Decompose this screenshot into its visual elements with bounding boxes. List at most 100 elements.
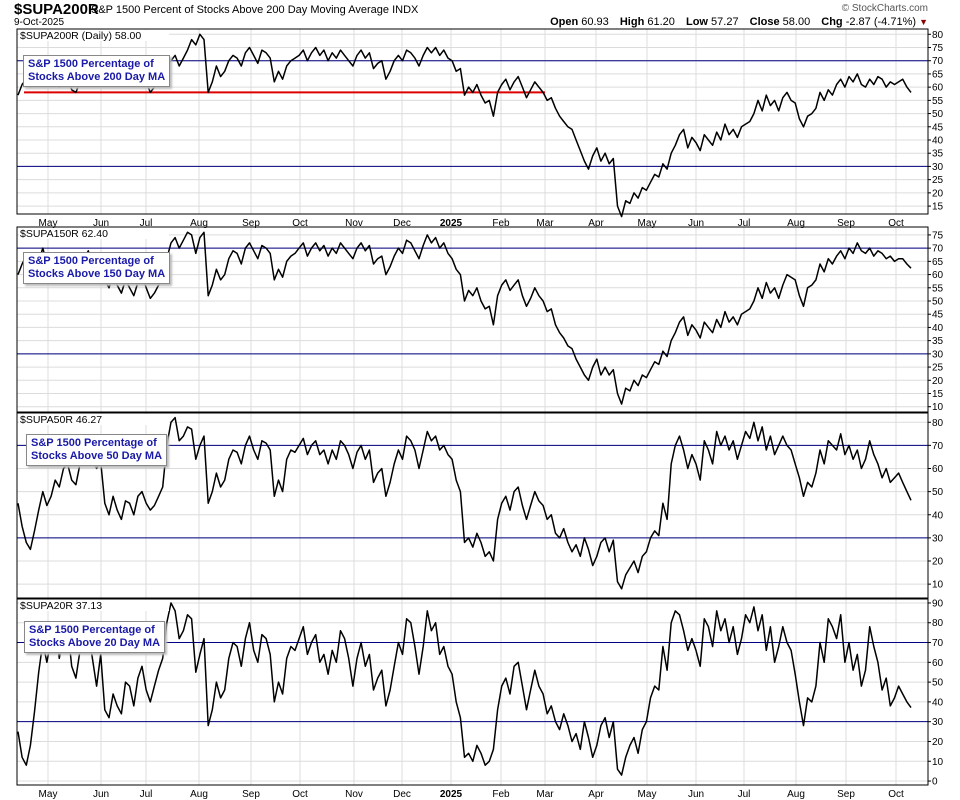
close-value: 58.00 — [782, 16, 811, 28]
description-text: S&P 1500 Percent of Stocks Above 200 Day… — [91, 4, 390, 16]
y-tick-label: 25 — [932, 175, 944, 186]
y-tick-label: 15 — [932, 202, 944, 213]
y-tick-label: 15 — [932, 389, 944, 400]
x-tick-label: Sep — [242, 789, 260, 800]
x-tick-label: Jun — [93, 218, 109, 229]
x-tick-label: 2025 — [440, 789, 463, 800]
panel-label-bg — [19, 414, 169, 425]
legend-box-4: S&P 1500 Percentage of Stocks Above 20 D… — [24, 621, 166, 653]
y-tick-label: 70 — [932, 56, 944, 67]
x-tick-label: Jul — [738, 218, 751, 229]
low-value: 57.27 — [711, 16, 739, 28]
x-tick-label: Apr — [588, 218, 604, 229]
brand-watermark[interactable]: © StockCharts.com — [841, 3, 928, 14]
y-tick-label: 35 — [932, 149, 944, 160]
y-tick-label: 40 — [932, 323, 944, 334]
panel-frame — [16, 28, 929, 215]
x-tick-label: Nov — [345, 218, 363, 229]
y-tick-label: 20 — [932, 376, 944, 387]
x-tick-label: Apr — [588, 789, 604, 800]
x-tick-label: Jul — [140, 789, 153, 800]
y-tick-label: 75 — [932, 230, 944, 241]
y-tick-label: 45 — [932, 310, 944, 321]
panel-frame — [16, 226, 929, 413]
y-tick-label: 55 — [932, 283, 944, 294]
chart-date: 9-Oct-2025 — [14, 17, 65, 28]
x-tick-label: Oct — [888, 789, 904, 800]
ticker-symbol[interactable]: $SUPA200R — [14, 1, 99, 18]
y-tick-label: 70 — [932, 244, 944, 255]
y-tick-label: 20 — [932, 188, 944, 199]
y-tick-label: 65 — [932, 257, 944, 268]
x-tick-label: Jun — [93, 789, 109, 800]
chg-value: -2.87 (-4.71%) — [845, 16, 917, 28]
y-tick-label: 55 — [932, 96, 944, 107]
y-tick-label: 40 — [932, 136, 944, 147]
x-tick-label: Feb — [492, 789, 510, 800]
y-tick-label: 70 — [932, 638, 944, 649]
panel-label-bg — [19, 228, 169, 239]
open-value: 60.93 — [581, 16, 609, 28]
y-tick-label: 40 — [932, 697, 944, 708]
y-tick-label: 60 — [932, 464, 944, 475]
x-tick-label: Jul — [738, 789, 751, 800]
x-tick-label: Jun — [688, 218, 704, 229]
x-tick-label: May — [39, 789, 58, 800]
chg-label: Chg — [821, 16, 843, 28]
close-label: Close — [749, 16, 780, 28]
y-tick-label: 50 — [932, 297, 944, 308]
x-tick-label: Feb — [492, 218, 510, 229]
x-tick-label: Aug — [787, 789, 805, 800]
y-tick-label: 40 — [932, 510, 944, 521]
x-tick-label: Dec — [393, 789, 411, 800]
y-tick-label: 10 — [932, 580, 944, 591]
panel-frame — [16, 412, 929, 599]
low-label: Low — [685, 16, 708, 28]
y-tick-label: 80 — [932, 30, 944, 41]
panel-label: $SUPA50R 46.27 — [20, 414, 102, 426]
chart-panel-2: 10 15 20 25 30 35 40 45 50 55 60 65 70 75 $SUPA150R 62… — [16, 226, 944, 413]
panel-label: $SUPA200R (Daily) 58.00 — [20, 30, 141, 42]
x-tick-label: 2025 — [440, 218, 463, 229]
panel-frame — [16, 598, 929, 786]
y-tick-label: 30 — [932, 162, 944, 173]
y-tick-label: 10 — [932, 402, 944, 413]
x-tick-label: Jul — [140, 218, 153, 229]
y-tick-label: 75 — [932, 43, 944, 54]
legend-box-2: S&P 1500 Percentage of Stocks Above 150 … — [23, 252, 171, 284]
x-tick-label: May — [638, 789, 657, 800]
x-tick-label: Mar — [536, 218, 554, 229]
legend-box-1: S&P 1500 Percentage of Stocks Above 200 … — [23, 55, 171, 87]
y-tick-label: 50 — [932, 678, 944, 689]
x-tick-label: Sep — [837, 789, 855, 800]
open-label: Open — [550, 16, 579, 28]
x-tick-label: Oct — [292, 218, 308, 229]
y-tick-label: 25 — [932, 363, 944, 374]
panel-label: $SUPA150R 62.40 — [20, 228, 108, 240]
ohlc-readout: Open 60.93 High 61.20 Low 57.27 Close 58… — [550, 16, 928, 28]
y-tick-label: 0 — [932, 777, 938, 788]
x-tick-label: May — [39, 218, 58, 229]
y-tick-label: 65 — [932, 69, 944, 80]
y-tick-label: 60 — [932, 270, 944, 281]
y-tick-label: 60 — [932, 83, 944, 94]
panel-label: $SUPA20R 37.13 — [20, 600, 102, 612]
down-arrow-icon: ▼ — [919, 17, 928, 27]
high-label: High — [619, 16, 645, 28]
x-tick-label: Nov — [345, 789, 363, 800]
chart-panel-4: 0 10 20 30 40 50 60 70 80 90 $SUPA20R 37.13 May Jun J… — [16, 598, 944, 800]
y-tick-label: 30 — [932, 717, 944, 728]
y-tick-label: 80 — [932, 618, 944, 629]
exchange-label: INDX — [392, 4, 419, 16]
y-tick-label: 50 — [932, 109, 944, 120]
y-tick-label: 20 — [932, 557, 944, 568]
x-tick-label: Oct — [292, 789, 308, 800]
series-line-4 — [17, 602, 912, 776]
x-tick-label: Mar — [536, 789, 554, 800]
y-tick-label: 20 — [932, 737, 944, 748]
chart-panel-3: 10 20 30 40 50 60 70 80 $SUPA50R 46.27 — [16, 412, 944, 599]
y-tick-label: 50 — [932, 487, 944, 498]
panel-label-bg — [19, 600, 169, 611]
x-tick-label: Aug — [190, 789, 208, 800]
